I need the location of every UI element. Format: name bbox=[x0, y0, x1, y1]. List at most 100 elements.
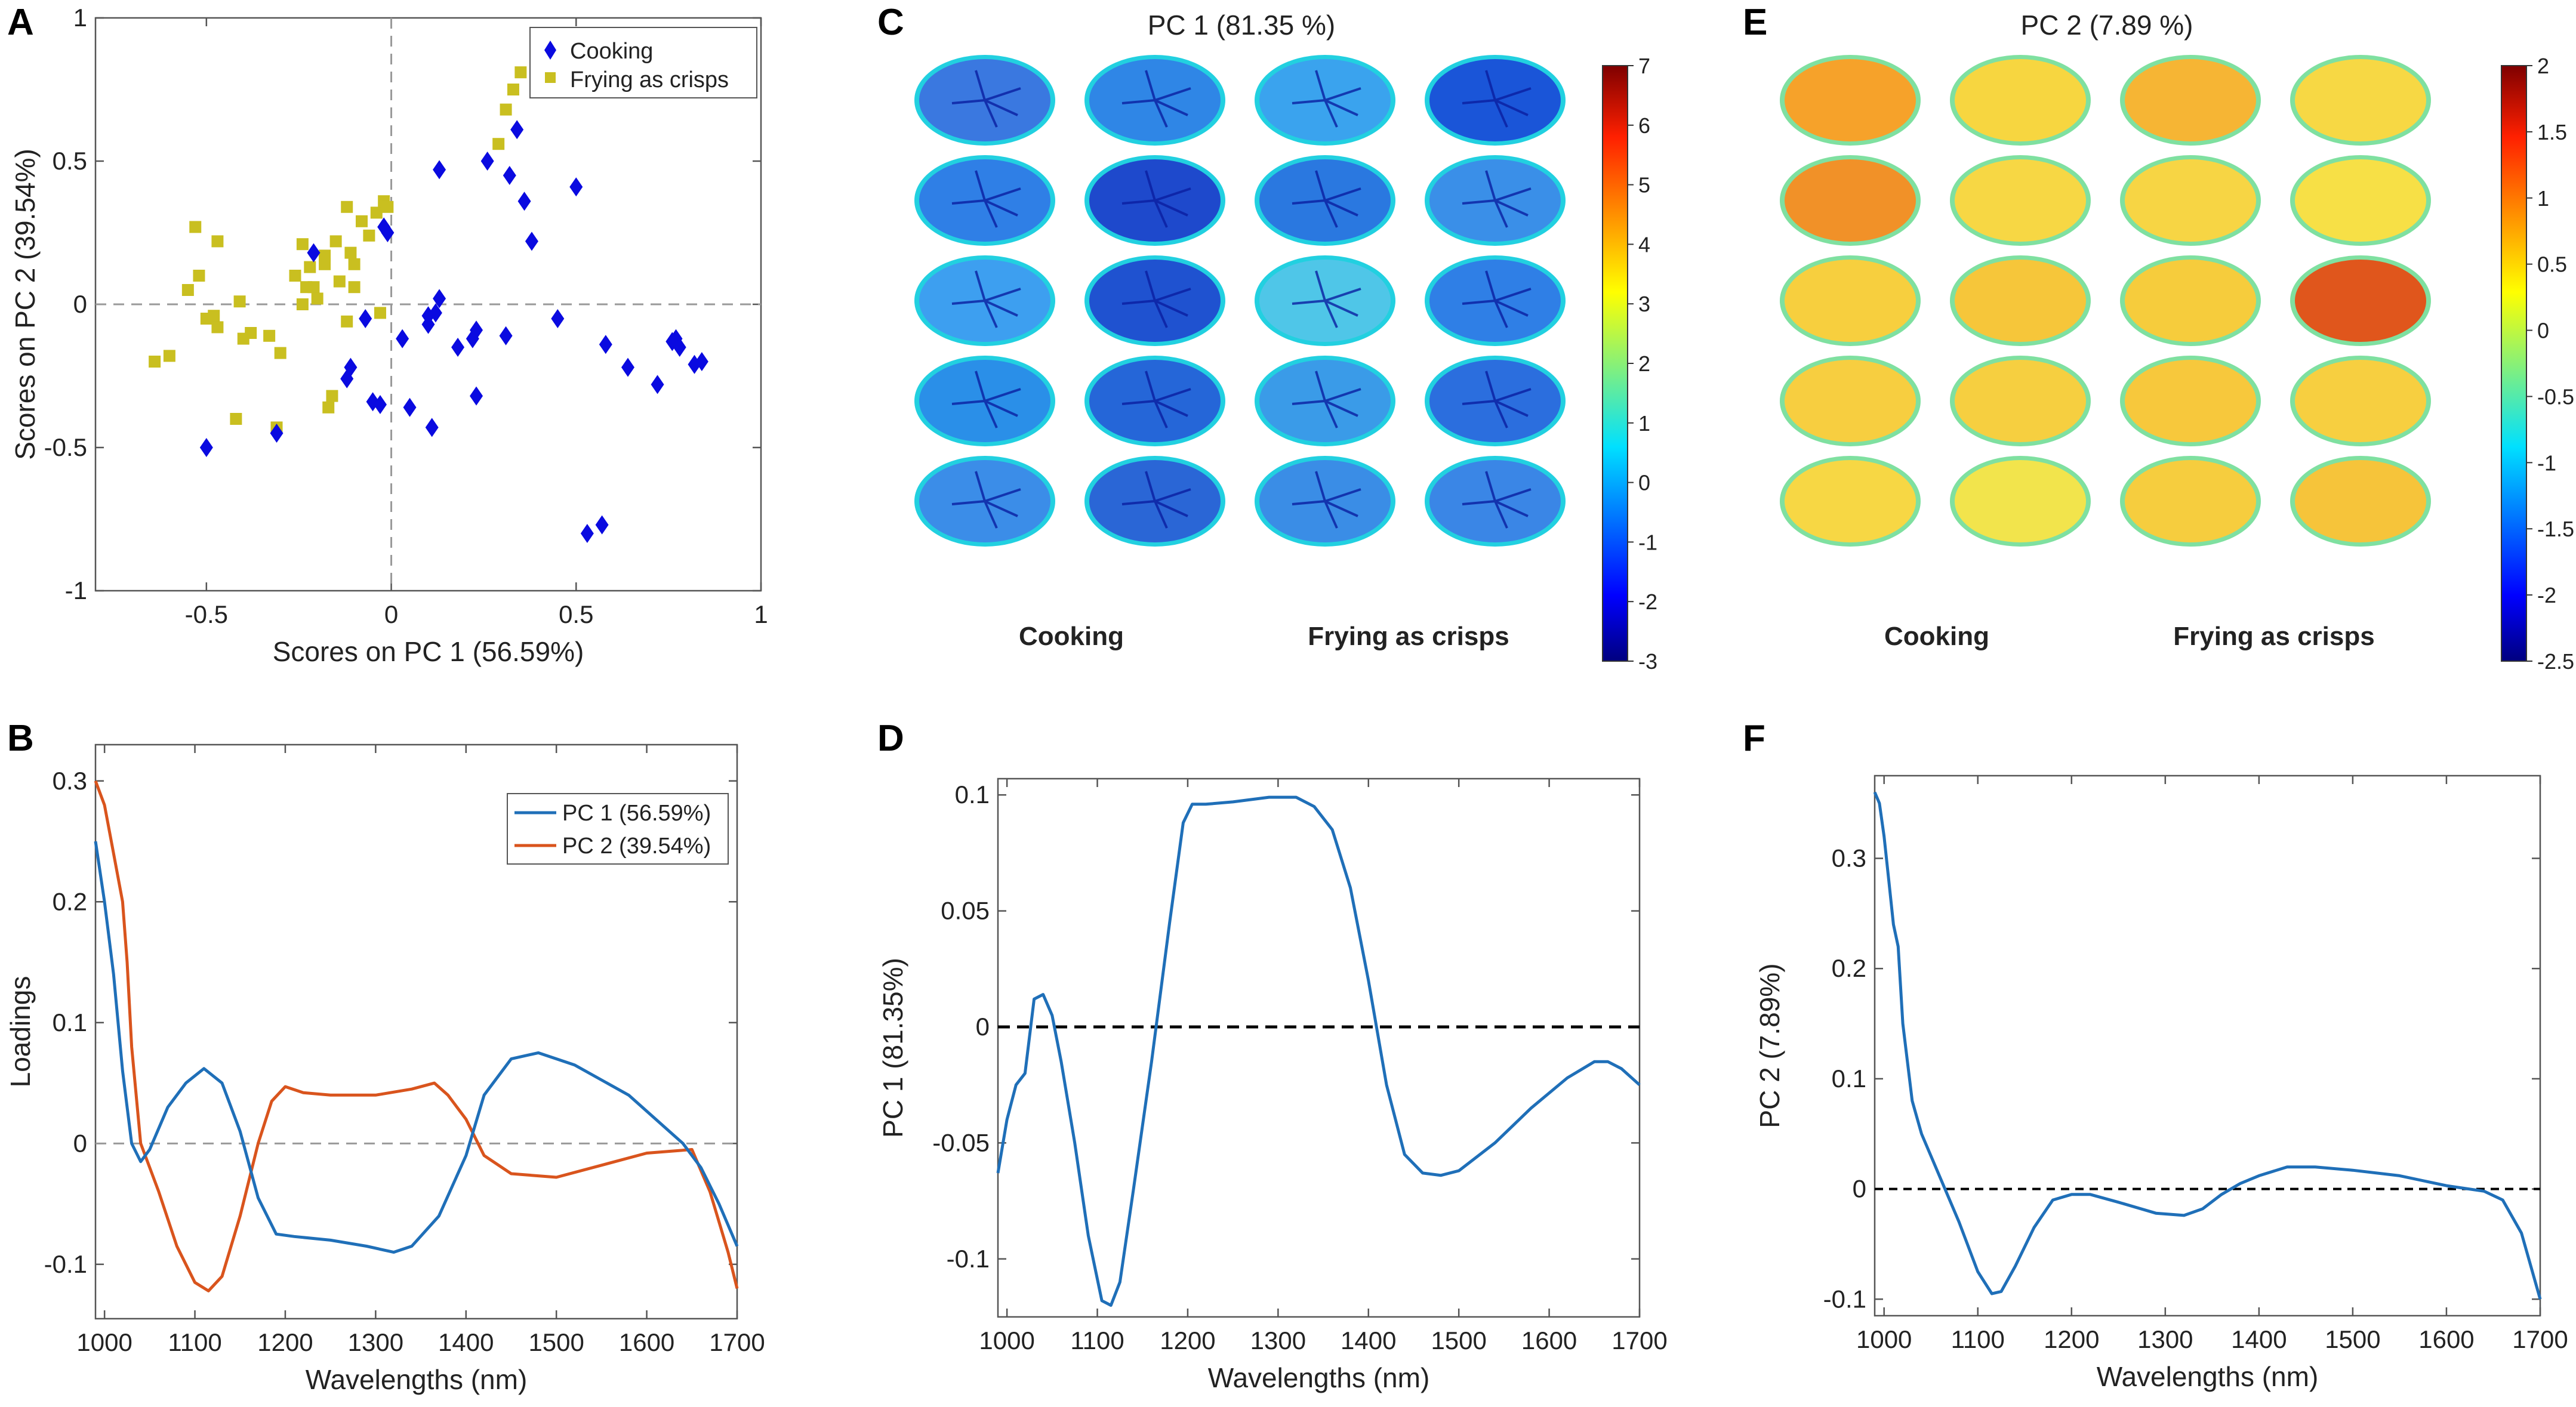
y-axis-label: Scores on PC 2 (39.54%) bbox=[10, 149, 41, 460]
data-point-frying bbox=[296, 298, 309, 310]
data-point-frying bbox=[341, 200, 353, 213]
x-tick-label: 1700 bbox=[2512, 1325, 2568, 1353]
x-tick-label: 1200 bbox=[257, 1328, 313, 1356]
data-point-cooking bbox=[503, 166, 516, 185]
data-point-cooking bbox=[517, 192, 531, 211]
y-tick-label: 0.05 bbox=[941, 897, 990, 925]
x-tick-label: 1600 bbox=[619, 1328, 674, 1356]
colorbar-tick-label: 1.5 bbox=[2537, 120, 2567, 144]
data-point-cooking bbox=[373, 395, 387, 414]
data-point-frying bbox=[514, 66, 527, 79]
colorbar-tick-label: 4 bbox=[1638, 232, 1650, 257]
y-axis-label: Loadings bbox=[5, 976, 36, 1088]
data-point-cooking bbox=[340, 369, 354, 388]
sample-slice bbox=[1955, 59, 2086, 141]
y-tick-label: 0.5 bbox=[53, 147, 87, 175]
panel-label-D: D bbox=[877, 718, 904, 759]
data-point-cooking bbox=[470, 320, 483, 340]
colorbar-tick-label: 3 bbox=[1638, 292, 1650, 316]
data-point-frying bbox=[370, 206, 383, 219]
slice-vein-pattern bbox=[1121, 70, 1191, 128]
colorbar-tick-label: 2 bbox=[1638, 351, 1650, 376]
y-tick-label: 0.3 bbox=[53, 767, 87, 795]
y-axis-label: PC 2 (7.89%) bbox=[1754, 963, 1785, 1128]
slice-vein-pattern bbox=[951, 471, 1021, 529]
data-point-frying bbox=[322, 401, 335, 414]
x-tick-label: 1300 bbox=[1250, 1326, 1306, 1354]
x-tick-label: 1500 bbox=[528, 1328, 584, 1356]
slice-vein-pattern bbox=[1292, 471, 1361, 529]
data-point-cooking bbox=[580, 524, 594, 543]
slice-vein-pattern bbox=[951, 270, 1021, 328]
slice-vein-pattern bbox=[1462, 270, 1532, 328]
colorbar-tick-label: -3 bbox=[1638, 649, 1657, 674]
data-point-frying bbox=[381, 200, 394, 213]
data-point-cooking bbox=[270, 424, 284, 443]
x-tick-label: -0.5 bbox=[185, 600, 228, 628]
series-line-pc1 bbox=[996, 795, 1641, 1307]
colorbar-tick-label: 0 bbox=[2537, 319, 2549, 343]
data-point-cooking bbox=[499, 326, 513, 345]
group-label-frying: Frying as crisps bbox=[2173, 622, 2374, 651]
y-tick-label: 0.1 bbox=[955, 780, 990, 809]
y-tick-label: 0 bbox=[73, 1129, 87, 1157]
data-point-frying bbox=[326, 390, 338, 402]
slice-vein-pattern bbox=[951, 371, 1021, 428]
colorbar-tick-label: -2 bbox=[2537, 583, 2556, 607]
x-axis-label: Wavelengths (nm) bbox=[306, 1364, 528, 1395]
data-point-cooking bbox=[595, 515, 609, 535]
legend-box bbox=[529, 27, 757, 98]
data-point-frying bbox=[307, 281, 320, 294]
data-point-frying bbox=[189, 221, 202, 233]
y-tick-label: 0.3 bbox=[1832, 844, 1866, 872]
sample-slice bbox=[1785, 360, 1916, 442]
data-point-frying bbox=[230, 413, 242, 425]
colorbar-tick-label: -1 bbox=[2537, 451, 2556, 475]
data-point-frying bbox=[507, 84, 519, 95]
colorbar-tick-label: -1.5 bbox=[2537, 517, 2574, 541]
colorbar-tick-label: 7 bbox=[1638, 54, 1650, 78]
colorbar bbox=[1602, 65, 1628, 662]
data-point-frying bbox=[344, 246, 357, 259]
y-tick-label: 0 bbox=[976, 1013, 990, 1041]
slice-vein-pattern bbox=[951, 170, 1021, 228]
sample-slice bbox=[2125, 59, 2256, 141]
data-point-frying bbox=[193, 270, 205, 282]
data-point-frying bbox=[348, 281, 360, 294]
x-tick-label: 1000 bbox=[76, 1328, 132, 1356]
data-point-frying bbox=[211, 235, 224, 248]
x-tick-label: 1200 bbox=[2044, 1325, 2099, 1353]
data-point-frying bbox=[374, 307, 386, 319]
panel-label-F: F bbox=[1743, 718, 1765, 759]
slice-vein-pattern bbox=[1292, 270, 1361, 328]
legend-label-cooking: Cooking bbox=[570, 39, 653, 64]
y-tick-label: -0.5 bbox=[44, 433, 87, 461]
data-point-cooking bbox=[381, 223, 395, 242]
group-label-frying: Frying as crisps bbox=[1308, 622, 1509, 651]
data-point-cooking bbox=[403, 397, 417, 417]
line-plot-loadings: 1000 1100 1200 1300 1400 1500 1600 1700 -0.1 0 0.1… bbox=[5, 743, 765, 1395]
y-tick-label: 0 bbox=[73, 290, 87, 318]
colorbar-tick-label: -1 bbox=[1638, 530, 1657, 554]
data-point-frying bbox=[211, 321, 224, 334]
data-point-frying bbox=[263, 329, 276, 342]
x-tick-label: 1400 bbox=[2231, 1325, 2287, 1353]
x-tick-label: 1100 bbox=[1951, 1325, 2005, 1353]
x-tick-label: 1200 bbox=[1160, 1326, 1215, 1354]
colorbar-tick-label: 6 bbox=[1638, 113, 1650, 138]
x-tick-label: 1000 bbox=[979, 1326, 1034, 1354]
legend-label-pc1: PC 1 (56.59%) bbox=[562, 801, 711, 826]
data-point-cooking bbox=[359, 309, 372, 328]
x-tick-label: 1100 bbox=[1070, 1326, 1124, 1354]
data-point-cooking bbox=[433, 289, 446, 308]
data-point-cooking bbox=[470, 386, 483, 406]
y-axis-label: PC 1 (81.35%) bbox=[877, 958, 908, 1138]
slice-vein-pattern bbox=[1121, 371, 1191, 428]
colorbar-tick-label: 1 bbox=[2537, 186, 2549, 211]
x-tick-label: 1100 bbox=[168, 1328, 221, 1356]
heatmap-pc1-images: PC 1 (81.35 %) Cooking Frying as crisps 7 6 5… bbox=[914, 10, 1657, 674]
slice-vein-pattern bbox=[1121, 170, 1191, 228]
sample-slice bbox=[1955, 260, 2086, 342]
sample-slice bbox=[2125, 460, 2256, 542]
data-point-frying bbox=[319, 249, 331, 262]
